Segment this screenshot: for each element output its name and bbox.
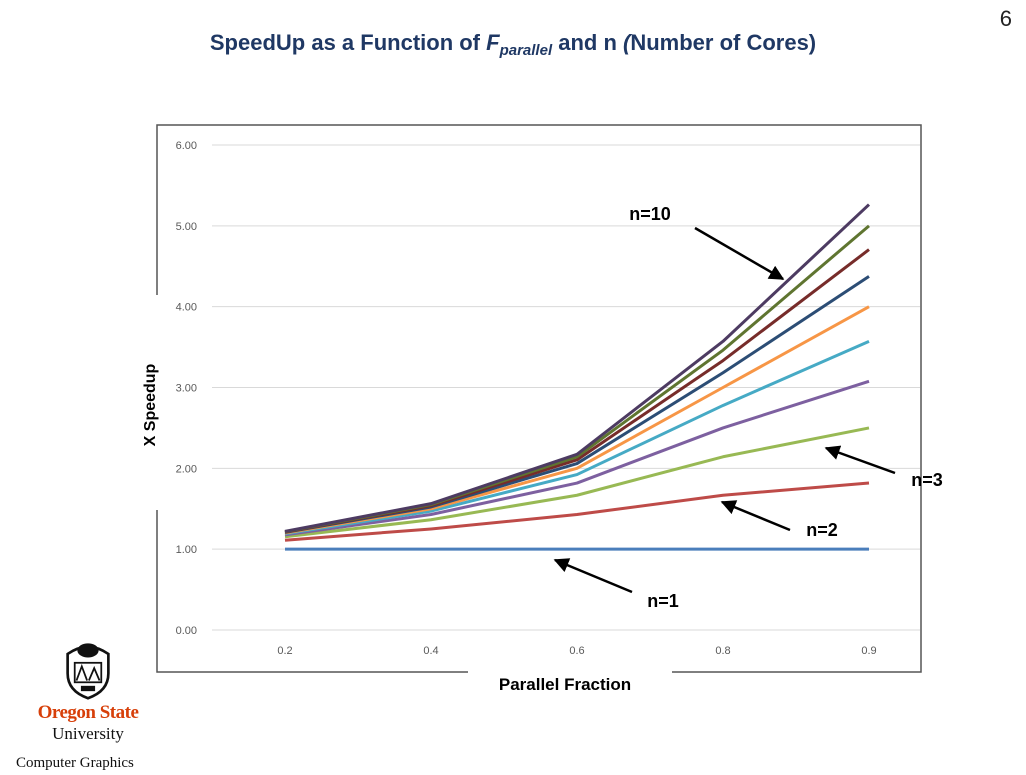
annotation-arrow (824, 445, 896, 475)
osu-logo: Oregon State University (18, 638, 158, 744)
y-tick-label: 4.00 (176, 302, 197, 314)
logo-university: University (52, 724, 124, 743)
y-tick-label: 6.00 (176, 140, 197, 152)
title-mid: and n (552, 30, 623, 55)
slide-title: SpeedUp as a Function of Fparallel and n… (0, 30, 1026, 59)
title-paren: ( (623, 30, 631, 55)
series-line-n-4 (284, 379, 870, 537)
y-tick-label: 2.00 (176, 463, 197, 475)
y-tick-label: 1.00 (176, 544, 197, 556)
y-tick-label: 5.00 (176, 221, 197, 233)
x-tick-label: 0.6 (569, 645, 584, 657)
title-f: F (486, 30, 500, 55)
series-line-n-10 (284, 203, 871, 533)
annotation-label: n=2 (806, 520, 838, 540)
x-axis-label: Parallel Fraction (499, 675, 631, 694)
title-prefix: SpeedUp as a Function of (209, 30, 487, 55)
title-suffix: Number of Cores) (630, 30, 817, 55)
x-tick-label: 0.9 (861, 645, 876, 657)
title-subscript: parallel (499, 42, 553, 59)
annotation-label: n=1 (647, 591, 679, 611)
annotation-label: n=10 (629, 204, 671, 224)
series-line-n-3 (284, 426, 870, 539)
annotation-arrow (720, 500, 791, 532)
x-tick-label: 0.2 (277, 645, 292, 657)
logo-oregon-state: Oregon State (37, 702, 139, 723)
x-tick-label: 0.8 (715, 645, 730, 657)
annotation-label: n=3 (911, 470, 943, 490)
series-line-n-2 (284, 481, 870, 542)
osu-seal-icon (66, 643, 110, 700)
series-line-n-5 (284, 339, 870, 536)
footer-dept: Computer Graphics (16, 755, 134, 771)
y-tick-label: 0.00 (176, 625, 197, 637)
annotation-arrow (553, 558, 633, 594)
page-number: 6 (999, 6, 1012, 31)
annotation-arrow (694, 226, 785, 281)
x-tick-label: 0.4 (423, 645, 438, 657)
y-tick-label: 3.00 (176, 383, 197, 395)
y-axis-label: X Speedup (142, 363, 159, 446)
chart-frame (156, 124, 922, 673)
